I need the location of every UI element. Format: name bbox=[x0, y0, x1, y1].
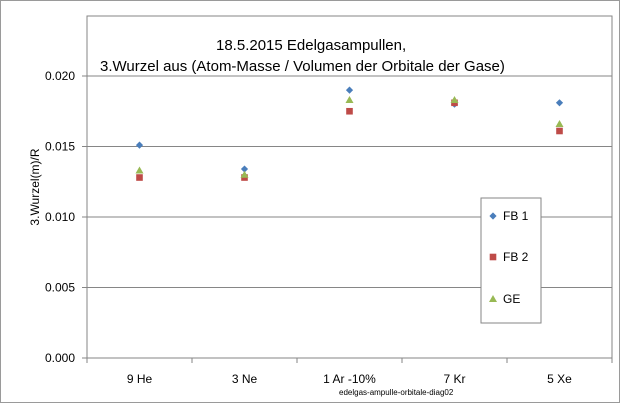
data-point-ge bbox=[135, 166, 144, 174]
legend-label-fb2: FB 2 bbox=[503, 250, 529, 264]
legend-marker-fb2 bbox=[489, 253, 497, 261]
x-tick-label: 9 He bbox=[127, 372, 153, 386]
chart-title-line2: 3.Wurzel aus (Atom-Masse / Volumen der O… bbox=[100, 58, 505, 75]
legend: FB 1 FB 2 GE bbox=[489, 209, 529, 306]
legend-label-ge: GE bbox=[503, 292, 520, 306]
data-point-fb1 bbox=[240, 165, 249, 173]
legend-marker-fb1 bbox=[489, 212, 497, 220]
data-point-fb2 bbox=[136, 174, 143, 181]
chart-title-line1: 18.5.2015 Edelgasampullen, bbox=[216, 37, 406, 54]
x-tick-label: 3 Ne bbox=[232, 372, 258, 386]
x-tick-label: 5 Xe bbox=[547, 372, 572, 386]
legend-label-fb1: FB 1 bbox=[503, 209, 529, 223]
y-axis-title: 3.Wurzel(m)/R bbox=[28, 148, 42, 225]
y-tick-label: 0.005 bbox=[45, 281, 75, 295]
data-point-fb1 bbox=[555, 99, 564, 107]
data-point-fb1 bbox=[135, 141, 144, 149]
axis-layer bbox=[82, 75, 613, 363]
y-tick-label: 0.000 bbox=[45, 351, 75, 365]
legend-box bbox=[480, 197, 542, 324]
tick-layer: 0.000 0.005 0.010 0.015 0.020 9 He 3 Ne 1 Ar -1… bbox=[45, 69, 572, 386]
data-point-ge bbox=[450, 95, 459, 103]
data-point-ge bbox=[240, 170, 249, 178]
data-point-ge bbox=[555, 119, 564, 127]
legend-marker-ge bbox=[489, 295, 497, 302]
marker-layer bbox=[135, 86, 564, 181]
y-tick-label: 0.020 bbox=[45, 69, 75, 83]
data-point-fb2 bbox=[556, 127, 563, 135]
chart-footnote: edelgas-ampulle-orbitale-diag02 bbox=[339, 388, 454, 397]
data-point-ge bbox=[345, 95, 354, 103]
x-tick-label: 1 Ar -10% bbox=[323, 372, 376, 386]
data-point-fb2 bbox=[346, 107, 353, 115]
y-tick-label: 0.010 bbox=[45, 210, 75, 224]
y-tick-label: 0.015 bbox=[45, 140, 75, 154]
data-point-fb1 bbox=[345, 86, 354, 94]
x-tick-label: 7 Kr bbox=[443, 372, 465, 386]
